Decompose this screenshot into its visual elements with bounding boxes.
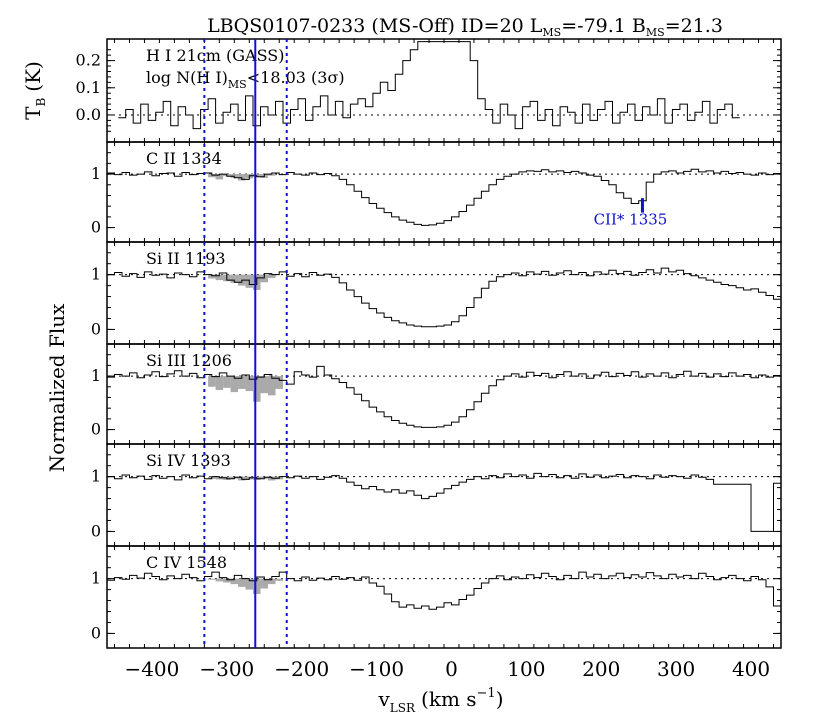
- shaded-bin: [223, 376, 231, 388]
- shaded-bin: [230, 578, 239, 585]
- shaded-bin: [238, 578, 246, 587]
- panel-label: Si IV 1393: [146, 451, 231, 470]
- panel-label: C IV 1548: [146, 553, 227, 572]
- y-tick-label: 0: [91, 420, 101, 439]
- y-tick-label: 0.1: [76, 78, 101, 97]
- shaded-bin: [208, 578, 216, 580]
- x-tick-label: −400: [124, 657, 179, 681]
- x-tick-label: 200: [582, 657, 620, 681]
- y-tick-label: 1: [91, 569, 101, 588]
- shaded-bin: [215, 174, 224, 180]
- spectrum-histogram: [107, 365, 781, 428]
- panel-label: C II 1334: [146, 149, 222, 168]
- shaded-bin: [208, 274, 216, 279]
- shaded-bin: [215, 274, 224, 281]
- shaded-bin: [238, 376, 246, 389]
- shaded-bin: [275, 578, 283, 581]
- shaded-bin: [245, 578, 254, 590]
- x-tick-label: 0: [445, 657, 458, 681]
- spectrum-histogram: [118, 41, 740, 130]
- x-tick-label: −100: [349, 657, 404, 681]
- x-tick-label: −200: [274, 657, 329, 681]
- x-tick-label: −300: [199, 657, 254, 681]
- panel-label: Si III 1206: [146, 351, 232, 370]
- shaded-bin: [230, 376, 239, 393]
- shaded-bin: [260, 578, 269, 589]
- shaded-bin: [268, 376, 276, 396]
- spectrum-panels: 0.0 0.1 0.2 H I 21cm (GASS) log N(H I)MS<18.…: [21, 38, 782, 649]
- panel-sii1193: 0 1 Si II 1193: [91, 241, 782, 345]
- y-tick-label: 0.0: [76, 105, 101, 124]
- y-tick-label: 1: [91, 467, 101, 486]
- panel-y-label: TB(K): [21, 61, 48, 120]
- panel-hi21cm: 0.0 0.1 0.2 H I 21cm (GASS) log N(H I)MS<18.…: [21, 38, 782, 143]
- spectrum-histogram: [107, 267, 781, 328]
- panel-civ1548: 0 1 C IV 1548: [91, 545, 782, 649]
- panel-siiv1393: 0 1 Si IV 1393: [91, 443, 782, 547]
- y-tick-label: 1: [91, 265, 101, 284]
- y-tick-label: 0: [91, 521, 101, 540]
- shaded-bin: [268, 274, 276, 278]
- panel-label: Si II 1193: [146, 249, 226, 268]
- x-tick-label: 100: [507, 657, 545, 681]
- shaded-bin: [275, 376, 283, 389]
- shaded-bin: [238, 174, 246, 181]
- y-tick-label: 1: [91, 164, 101, 183]
- x-axis-title: vLSR (km s−1): [377, 686, 503, 715]
- shaded-bin: [215, 376, 224, 390]
- shaded-bin: [268, 578, 276, 585]
- y-tick-label: 0: [91, 623, 101, 642]
- spectrum-histogram: [107, 571, 781, 610]
- shaded-bin: [208, 376, 216, 387]
- y-tick-label: 0.2: [76, 51, 101, 70]
- panel-label: H I 21cm (GASS): [146, 46, 284, 65]
- shaded-bin: [253, 578, 261, 594]
- y-axis-title: Normalized Flux: [45, 303, 69, 472]
- panel-sublabel: log N(H I)MS<18.03 (3σ): [146, 68, 345, 91]
- shaded-bin: [260, 376, 269, 394]
- y-tick-label: 1: [91, 366, 101, 385]
- figure-title: LBQS0107-0233 (MS-Off) ID=20 LMS=-79.1 B…: [207, 15, 723, 39]
- y-tick-label: 0: [91, 319, 101, 338]
- shaded-bin: [223, 578, 231, 583]
- shaded-bin: [253, 376, 261, 402]
- panel-siiii1206: 0 1 Si III 1206: [91, 343, 782, 445]
- shaded-bin: [245, 376, 254, 392]
- spectrum-histogram: [107, 168, 781, 226]
- spectrum-histogram: [107, 472, 781, 532]
- shaded-bin: [230, 274, 239, 283]
- x-axis: −400 −300 −200 −100 0 100 200 300 400: [124, 657, 770, 681]
- shaded-bin: [208, 174, 216, 178]
- shaded-bin: [268, 174, 276, 176]
- x-tick-label: 400: [732, 657, 770, 681]
- shaded-bin: [260, 274, 269, 283]
- y-tick-label: 0: [91, 218, 101, 237]
- annotation-label: CII* 1335: [594, 210, 668, 228]
- velocity-markers: [203, 39, 288, 648]
- x-tick-label: 300: [657, 657, 695, 681]
- shaded-bin: [215, 578, 224, 582]
- panel-cii1334: 0 1 C II 1334 CII* 1335: [91, 141, 782, 243]
